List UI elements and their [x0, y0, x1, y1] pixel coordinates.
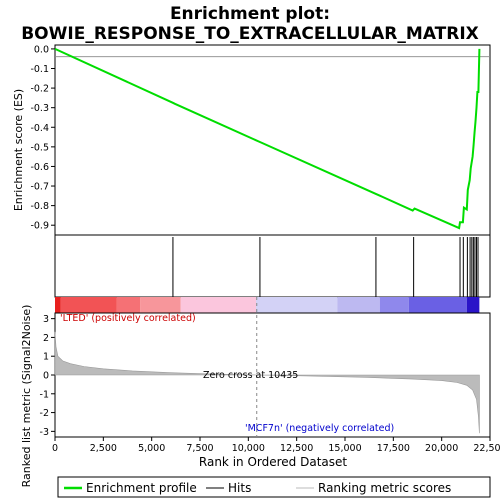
metric-y-ticks: 3 2 1 0 -1 -2 -3 — [40, 314, 55, 438]
ranking-heat-bar — [55, 297, 480, 313]
es-y-tick-label: -0.4 — [30, 123, 49, 134]
x-tick-label: 2,500 — [90, 443, 117, 454]
es-y-tick-label: -0.3 — [30, 103, 49, 114]
x-tick-label: 15,000 — [328, 443, 361, 454]
legend-box — [57, 476, 491, 498]
zero-cross-label: Zero cross at 10435 — [203, 370, 298, 381]
x-tick-label: 7,500 — [186, 443, 213, 454]
metric-y-tick-label: 3 — [43, 314, 49, 325]
es-y-tick-label: 0.0 — [34, 44, 49, 55]
ranking-metric-area — [54, 331, 480, 434]
es-y-axis-label: Enrichment score (ES) — [12, 89, 25, 211]
heat-bar-segment — [140, 297, 181, 313]
heat-bar-segment — [408, 297, 467, 313]
x-axis-ticks: 0 2,500 5,000 7,500 10,000 12,500 15,000 17,500… — [52, 437, 500, 454]
x-tick-label: 0 — [52, 443, 58, 454]
heat-bar-segment — [379, 297, 409, 313]
metric-y-tick-label: 1 — [43, 352, 49, 363]
es-panel-frame — [54, 44, 491, 236]
heat-bar-segment — [60, 297, 117, 313]
negative-label: 'MCF7n' (negatively correlated) — [245, 423, 394, 434]
legend: Enrichment profile Hits Ranking metric sco… — [64, 481, 451, 495]
es-y-tick-label: -0.5 — [30, 142, 49, 153]
es-y-tick-label: -0.7 — [30, 182, 49, 193]
metric-y-tick-label: 2 — [43, 333, 49, 344]
es-y-tick-label: -0.8 — [30, 201, 49, 212]
metric-y-tick-label: -2 — [40, 408, 49, 419]
metric-y-tick-label: -3 — [40, 427, 49, 438]
chart-title-line1: Enrichment plot: — [170, 4, 330, 24]
es-y-tick-label: -0.2 — [30, 84, 49, 95]
es-y-ticks: 0.0 -0.1 -0.2 -0.3 -0.4 -0.5 -0.6 -0.7 -0.8 -0.9 — [30, 44, 55, 232]
chart-title-line2: BOWIE_RESPONSE_TO_EXTRACELLULAR_MATRIX — [21, 24, 479, 44]
legend-label: Hits — [228, 481, 251, 495]
hit-markers — [172, 237, 479, 297]
metric-y-axis-label: Ranked list metric (Signal2Noise) — [20, 305, 33, 488]
es-y-tick-label: -0.6 — [30, 162, 49, 173]
es-y-tick-label: -0.9 — [30, 221, 49, 232]
heat-bar-segment — [256, 297, 338, 313]
x-tick-label: 22,500 — [473, 443, 500, 454]
x-tick-label: 10,000 — [232, 443, 265, 454]
x-axis-label: Rank in Ordered Dataset — [199, 455, 347, 469]
heat-bar-segment — [337, 297, 380, 313]
heat-bar-segment — [116, 297, 141, 313]
legend-label: Ranking metric scores — [318, 481, 451, 495]
x-tick-label: 20,000 — [425, 443, 458, 454]
metric-y-tick-label: -1 — [40, 389, 49, 400]
hits-panel-frame — [54, 234, 491, 298]
es-y-tick-label: -0.1 — [30, 64, 49, 75]
legend-label: Enrichment profile — [86, 481, 197, 495]
x-tick-label: 12,500 — [280, 443, 313, 454]
heat-bar-segment — [180, 297, 257, 313]
positive-label: 'LTED' (positively correlated) — [60, 313, 196, 324]
enrichment-profile-line — [54, 47, 481, 230]
x-tick-label: 17,500 — [377, 443, 410, 454]
x-tick-label: 5,000 — [138, 443, 165, 454]
heat-bar-segment — [55, 297, 61, 313]
heat-bar-segment — [466, 297, 480, 313]
metric-y-tick-label: 0 — [43, 371, 49, 382]
